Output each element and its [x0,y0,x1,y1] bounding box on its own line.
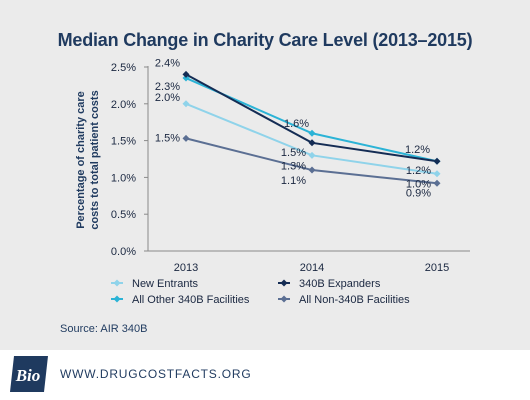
x-tick-label: 2014 [300,262,324,274]
y-tick-label: 1.5% [111,136,136,148]
series-points [182,70,441,187]
data-point [308,151,316,159]
data-label: 1.6% [284,118,309,130]
data-point [182,74,190,82]
data-label: 2.3% [155,81,180,93]
data-point [182,100,190,108]
y-axis-title-line2: costs to total patient costs [89,90,101,229]
y-tick-label: 0.5% [111,209,136,221]
y-axis-title: Percentage of charity care costs to tota… [75,90,101,229]
footer-bar: Bio WWW.DRUGCOSTFACTS.ORG [0,350,530,400]
data-point [308,139,316,147]
data-label: 1.1% [281,175,306,187]
legend-item-label: New Entrants [132,278,199,290]
data-label: 1.2% [405,144,430,156]
data-label: 1.5% [281,147,306,159]
source-note: Source: AIR 340B [60,323,148,335]
y-tick-label: 1.0% [111,172,136,184]
data-label: 1.2% [406,165,431,177]
legend-item-label: All Other 340B Facilities [132,294,250,306]
data-point [308,166,316,174]
data-label: 1.5% [155,132,180,144]
legend-marker [280,295,288,303]
y-ticks: 0.0% 0.5% 1.0% 1.5% 2.0% 2.5% [111,62,148,258]
series-line [185,102,438,175]
bio-logo: Bio [10,356,48,392]
x-tick-label: 2013 [174,262,198,274]
y-axis-title-line1: Percentage of charity care [75,91,87,229]
chart-title: Median Change in Charity Care Level (201… [57,30,473,50]
data-label: 0.9% [406,187,431,199]
x-tick-label: 2015 [425,262,449,274]
legend-marker [113,279,121,287]
data-label: 1.0% [406,179,431,191]
bio-logo-text: Bio [15,366,41,385]
data-labels: 2.0% 1.3% 1.0% 2.4% 1.5% 1.2% 2.3% 1.6% 1.2% 1.5%… [155,57,431,199]
y-tick-label: 2.5% [111,62,136,74]
x-ticks: 2013 2014 2015 [174,262,449,274]
data-label: 2.0% [155,92,180,104]
data-label: 1.3% [281,160,306,172]
data-point [182,134,190,142]
data-point [433,157,441,165]
site-url[interactable]: WWW.DRUGCOSTFACTS.ORG [60,367,252,381]
data-label: 2.4% [155,57,180,69]
legend-marker [113,295,121,303]
data-point [433,170,441,178]
data-point [182,70,190,78]
legend-item-label: 340B Expanders [299,278,381,290]
data-point [433,179,441,187]
series-lines [185,73,438,185]
y-tick-label: 2.0% [111,99,136,111]
y-tick-label: 0.0% [111,246,136,258]
data-point [308,129,316,137]
legend: New Entrants 340B Expanders All Other 340B… [111,278,410,306]
line-chart: Percentage of charity care costs to tota… [75,57,470,306]
legend-marker [280,279,288,287]
legend-item-label: All Non-340B Facilities [299,294,410,306]
